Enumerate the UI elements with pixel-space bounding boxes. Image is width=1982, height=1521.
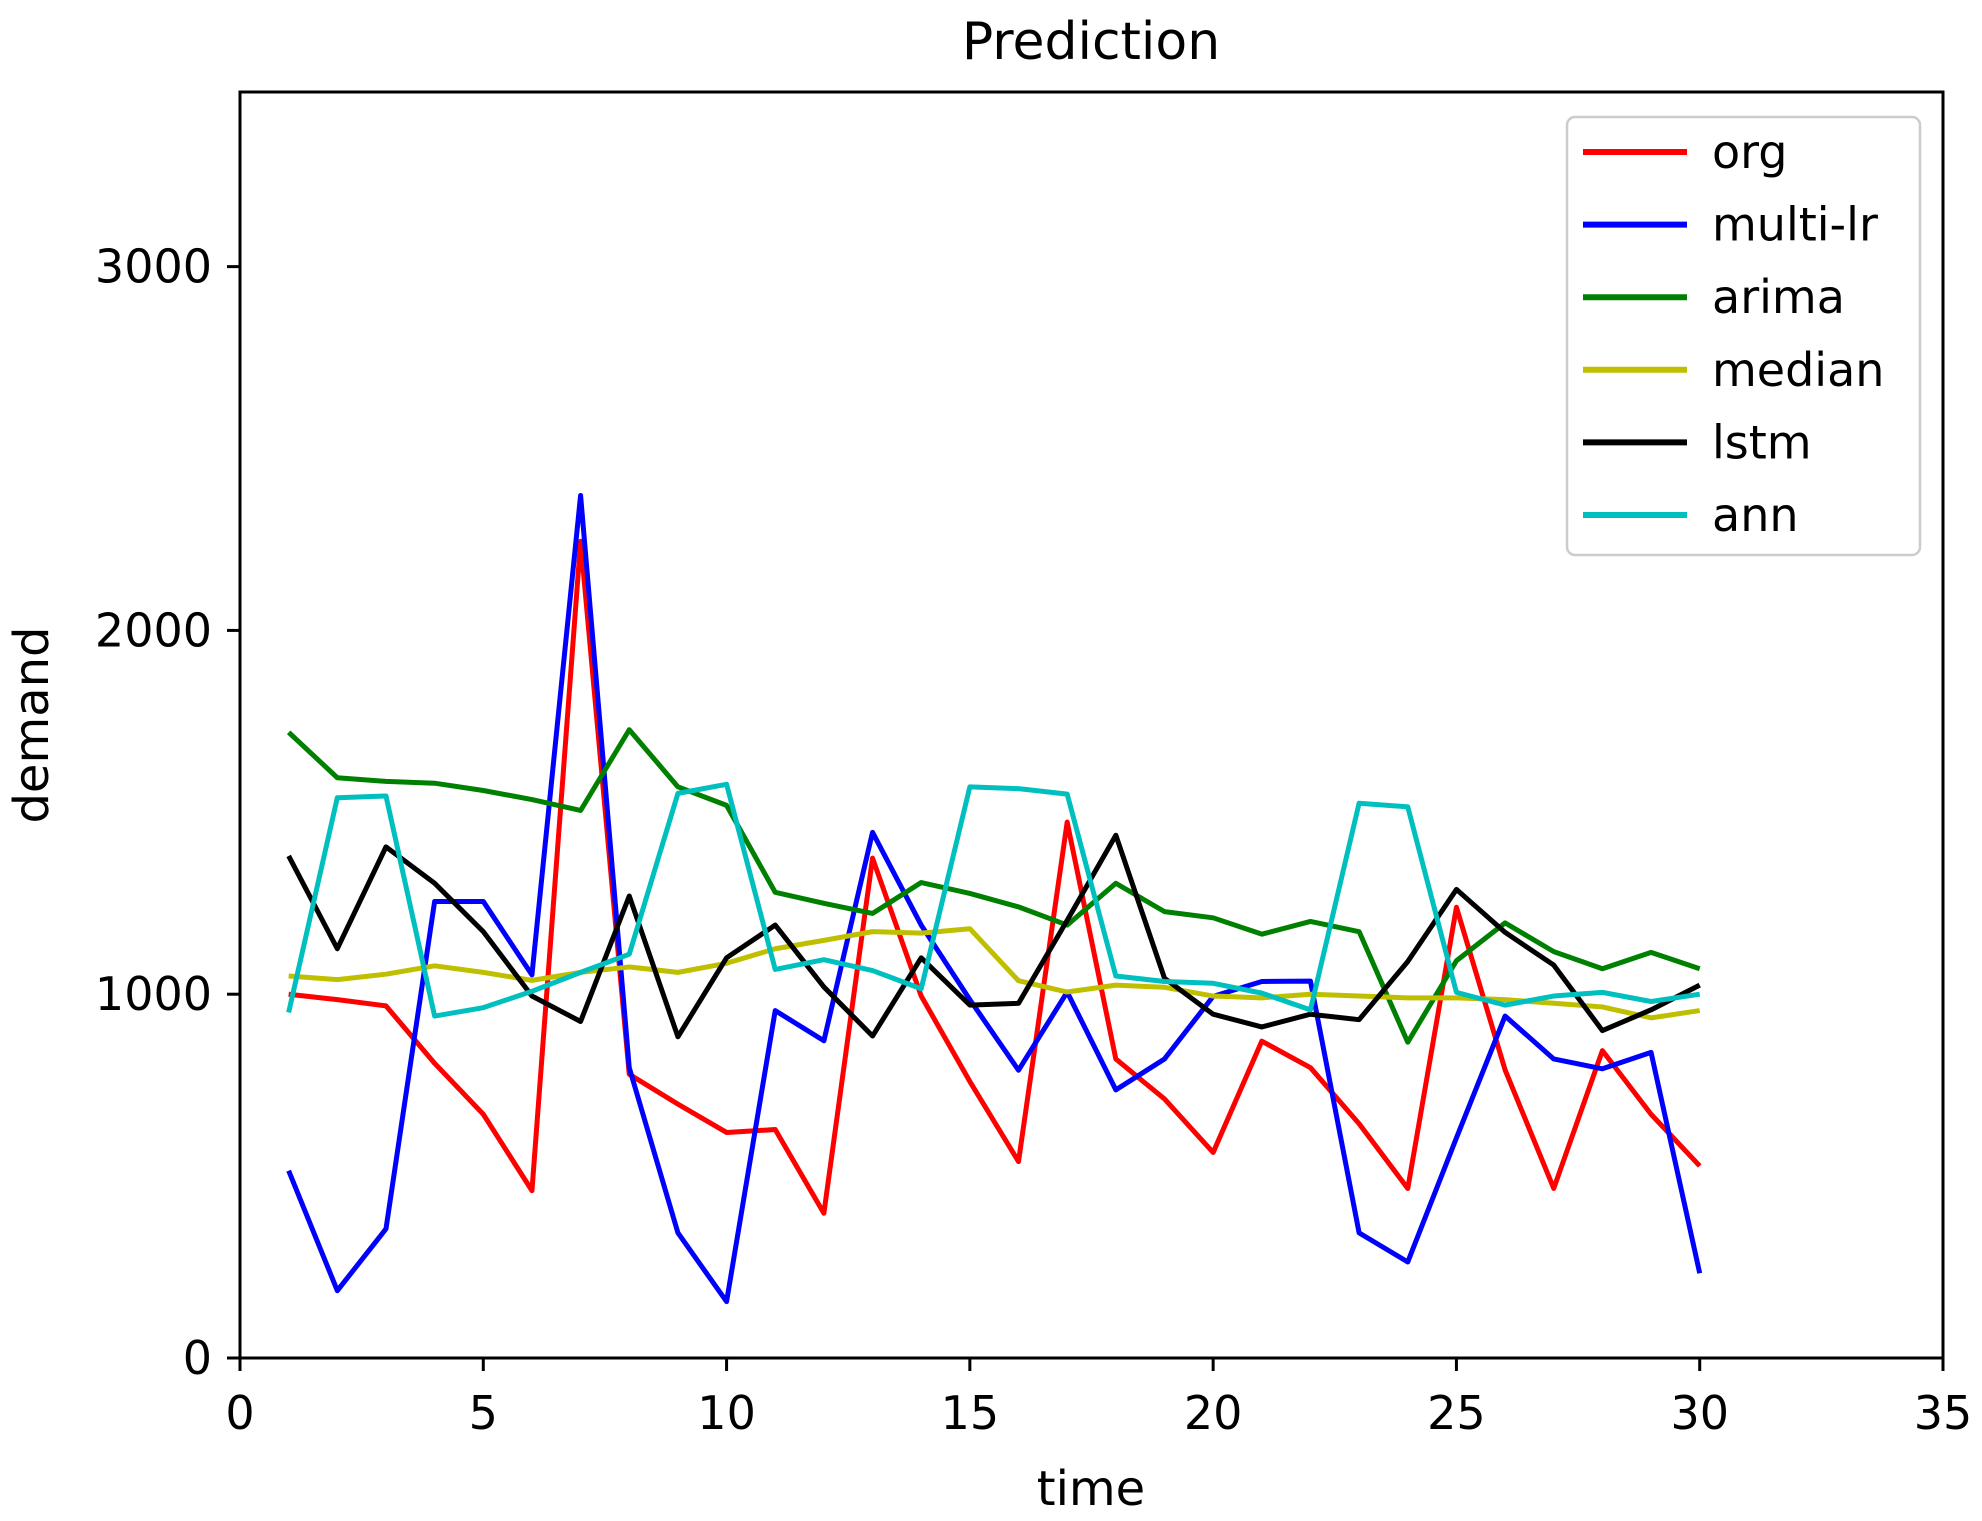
x-tick-label: 35 <box>1914 1386 1973 1440</box>
legend: org multi-lr arima median lstm ann <box>1565 115 1922 557</box>
x-tick-label: 30 <box>1670 1386 1729 1440</box>
series-lines <box>286 492 1703 1305</box>
series-arima-line <box>286 727 1701 1045</box>
x-tick-label: 20 <box>1184 1386 1243 1440</box>
x-tick-label: 15 <box>941 1386 1000 1440</box>
y-axis-label: demand <box>4 626 60 823</box>
series-multi-lr-line <box>286 492 1703 1305</box>
legend-entry-ann: ann <box>1583 488 1799 542</box>
x-tick-label: 10 <box>697 1386 756 1440</box>
legend-entry-lstm: lstm <box>1583 415 1812 469</box>
legend-label: ann <box>1712 488 1799 542</box>
series-median-line <box>288 926 1701 1021</box>
series-org-line <box>288 538 1702 1216</box>
y-tick-label: 1000 <box>95 967 212 1021</box>
legend-label: lstm <box>1712 415 1812 469</box>
y-tick-label: 0 <box>183 1331 212 1385</box>
legend-entry-multi-lr: multi-lr <box>1583 198 1878 252</box>
chart-title: Prediction <box>962 12 1220 72</box>
legend-label: median <box>1712 343 1884 397</box>
legend-entry-arima: arima <box>1583 270 1845 324</box>
x-tick-label: 5 <box>469 1386 498 1440</box>
legend-label: arima <box>1712 270 1845 324</box>
y-tick-label: 2000 <box>95 603 212 657</box>
x-tick-label: 0 <box>225 1386 254 1440</box>
axes <box>227 90 1945 1371</box>
x-axis-label: time <box>1037 1461 1145 1517</box>
x-tick-label: 25 <box>1427 1386 1486 1440</box>
legend-entry-median: median <box>1583 343 1884 397</box>
tick-labels: 0 5 10 15 20 25 30 35 0 1000 2000 3000 <box>95 240 1972 1440</box>
y-tick-label: 3000 <box>95 240 212 294</box>
legend-label: org <box>1712 125 1787 179</box>
series-ann-line <box>286 781 1701 1019</box>
series-lstm-line <box>286 832 1701 1040</box>
legend-entry-org: org <box>1583 125 1787 179</box>
legend-label: multi-lr <box>1712 198 1878 252</box>
plot-border <box>238 90 1945 1360</box>
